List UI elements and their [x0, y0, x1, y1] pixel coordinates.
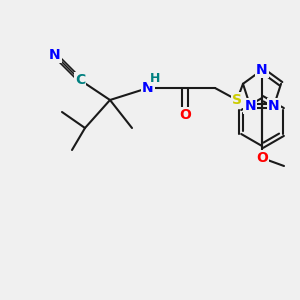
Text: O: O — [256, 151, 268, 165]
Text: N: N — [256, 63, 268, 77]
Text: H: H — [150, 73, 160, 85]
Text: C: C — [75, 73, 85, 87]
Text: N: N — [244, 99, 256, 113]
Text: N: N — [268, 99, 280, 113]
Text: N: N — [49, 48, 61, 62]
Text: N: N — [142, 81, 154, 95]
Text: S: S — [232, 93, 242, 107]
Text: O: O — [179, 108, 191, 122]
